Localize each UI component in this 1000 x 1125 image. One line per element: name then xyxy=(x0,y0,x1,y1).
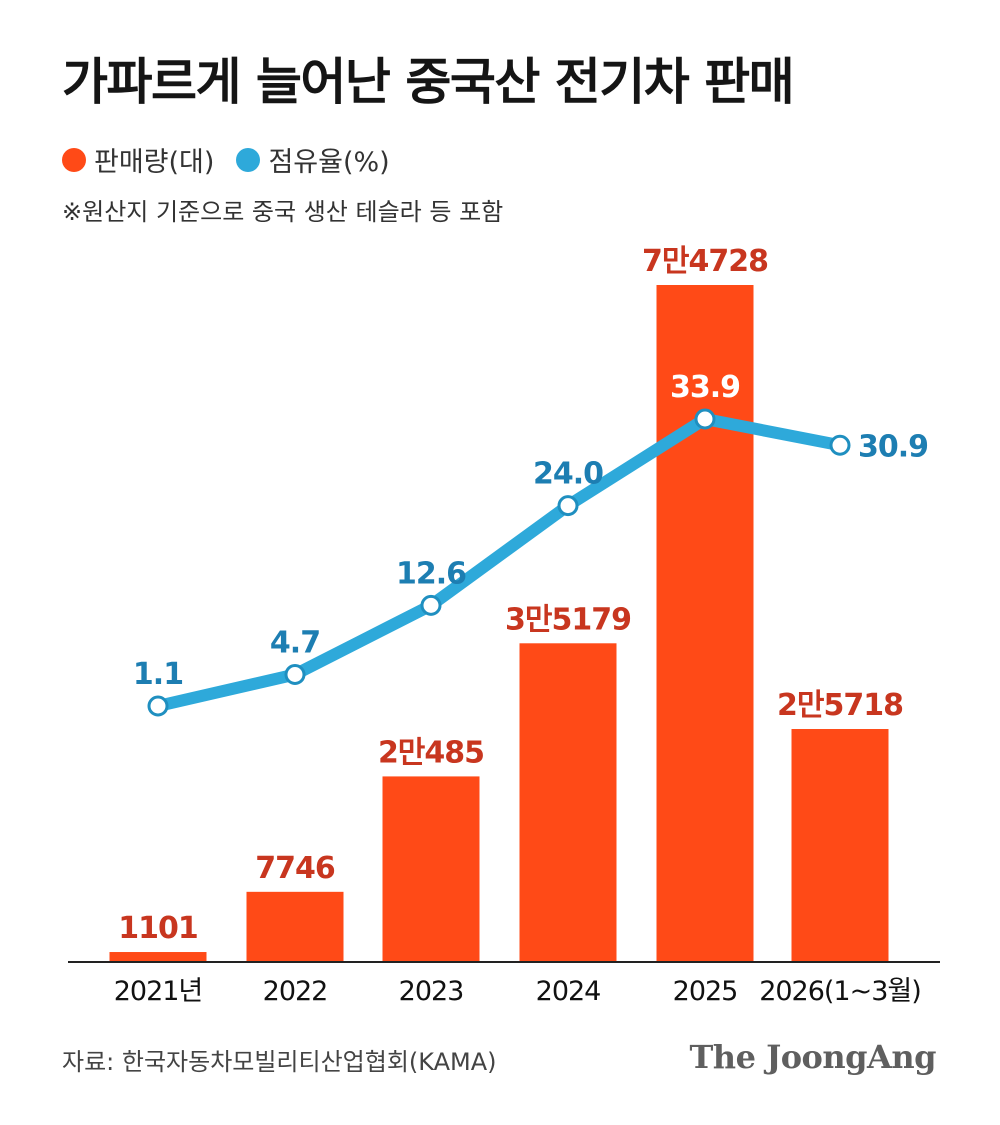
share-point-5 xyxy=(829,434,851,456)
share-point-4 xyxy=(694,408,716,430)
x-tick-label-0: 2021년 xyxy=(114,976,203,1007)
share-label-5: 30.9 xyxy=(858,429,928,464)
share-label-0: 1.1 xyxy=(133,657,183,692)
share-label-1: 4.7 xyxy=(270,626,320,661)
x-tick-label-4: 2025 xyxy=(673,976,738,1007)
bar-3 xyxy=(519,643,617,962)
legend-label-sales: 판매량(대) xyxy=(94,147,215,178)
bar-4 xyxy=(656,285,754,962)
share-line xyxy=(152,413,846,712)
x-tick-label-2: 2023 xyxy=(399,976,464,1007)
legend-label-share: 점유율(%) xyxy=(268,147,390,178)
bar-5 xyxy=(791,729,889,962)
bar-label-0: 1101 xyxy=(118,911,198,946)
bar-label-5: 2만5718 xyxy=(777,688,903,723)
brand-logo: The JoongAng xyxy=(689,1038,936,1076)
legend-item-share: 점유율(%) xyxy=(236,140,390,179)
share-point-3 xyxy=(557,495,579,517)
share-point-1 xyxy=(284,664,306,685)
bar-label-1: 7746 xyxy=(255,851,335,886)
legend-swatch-sales xyxy=(62,147,86,172)
bar-1 xyxy=(246,891,344,962)
bar-label-2: 2만485 xyxy=(378,735,484,770)
bar-0 xyxy=(109,952,207,962)
x-tick-label-5: 2026(1~3월) xyxy=(759,976,921,1007)
x-tick-label-3: 2024 xyxy=(536,976,601,1007)
share-point-0 xyxy=(147,695,169,717)
x-tick-label-1: 2022 xyxy=(263,976,328,1007)
source-note: 자료: 한국자동차모빌리티산업협회(KAMA) xyxy=(62,1048,497,1076)
share-label-4: 33.9 xyxy=(670,370,740,405)
share-label-3: 24.0 xyxy=(533,457,603,492)
legend-item-sales: 판매량(대) xyxy=(62,140,214,179)
bar-label-4: 7만4728 xyxy=(642,244,768,279)
legend: 판매량(대) 점유율(%) xyxy=(62,140,412,179)
share-point-2 xyxy=(420,594,442,616)
share-label-2: 12.6 xyxy=(396,556,466,591)
chart-note: ※원산지 기준으로 중국 생산 테슬라 등 포함 xyxy=(62,198,504,226)
bar-2 xyxy=(382,776,480,962)
bar-label-3: 3만5179 xyxy=(505,602,631,637)
legend-swatch-share xyxy=(236,147,261,172)
chart-title: 가파르게 늘어난 중국산 전기차 판매 xyxy=(62,53,795,111)
